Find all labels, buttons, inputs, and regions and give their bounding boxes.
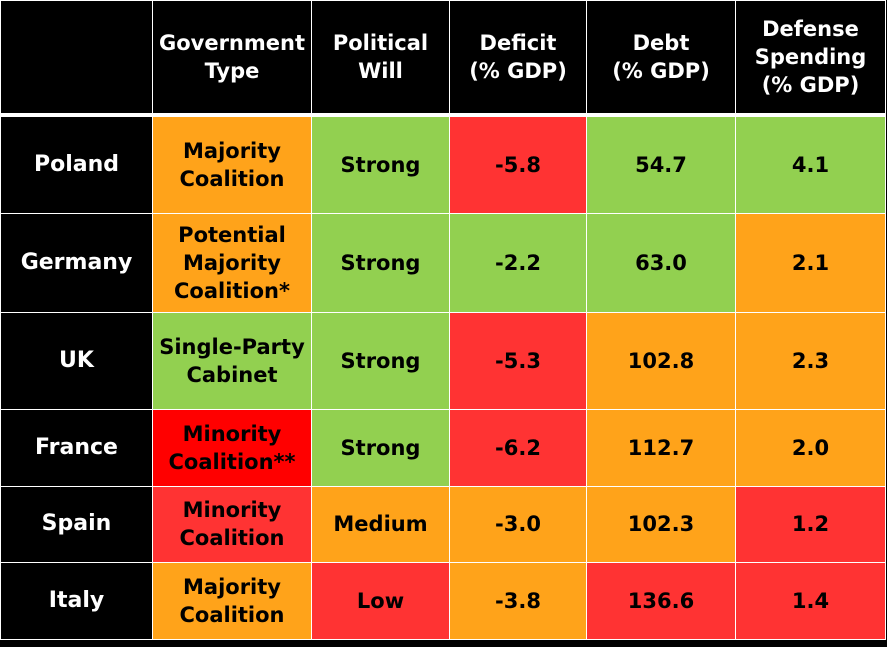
deficit-cell: -5.8 <box>449 113 587 214</box>
country-name-cell: Spain <box>0 485 153 563</box>
debt-cell: 102.8 <box>586 311 736 410</box>
defense-spending-cell: 1.2 <box>735 485 886 563</box>
defense-spending-cell: 1.4 <box>735 561 886 640</box>
deficit-cell: -5.3 <box>449 311 587 410</box>
header-government-type: Government Type <box>152 0 312 116</box>
country-name-cell: Poland <box>0 113 153 214</box>
table-body: Poland Majority Coalition Strong -5.8 54.7 4.… <box>0 113 886 640</box>
debt-cell: 54.7 <box>586 113 736 214</box>
table-row: Spain Minority Coalition Medium -3.0 102.3 1.… <box>0 485 886 563</box>
header-deficit: Deficit (% GDP) <box>449 0 587 116</box>
header-defense-spending: Defense Spending (% GDP) <box>735 0 886 116</box>
country-name-cell: UK <box>0 311 153 410</box>
table-row: Germany Potential Majority Coalition* Stro… <box>0 212 886 313</box>
header-row: Government Type Political Will Deficit (… <box>0 0 886 116</box>
table-row: France Minority Coalition** Strong -6.2 112.… <box>0 408 886 487</box>
deficit-cell: -3.8 <box>449 561 587 640</box>
defense-spending-cell: 2.0 <box>735 408 886 487</box>
political-will-cell: Strong <box>311 212 450 313</box>
debt-cell: 63.0 <box>586 212 736 313</box>
country-name-cell: Germany <box>0 212 153 313</box>
table-row: Poland Majority Coalition Strong -5.8 54.7 4.… <box>0 113 886 214</box>
header-corner-cell <box>0 0 153 116</box>
table-row: Italy Majority Coalition Low -3.8 136.6 1.4 <box>0 561 886 640</box>
header-debt: Debt (% GDP) <box>586 0 736 116</box>
deficit-cell: -6.2 <box>449 408 587 487</box>
table-row: UK Single-Party Cabinet Strong -5.3 102.8 2.3 <box>0 311 886 410</box>
political-will-cell: Low <box>311 561 450 640</box>
country-name-cell: France <box>0 408 153 487</box>
government-type-cell: Minority Coalition** <box>152 408 312 487</box>
debt-cell: 136.6 <box>586 561 736 640</box>
government-type-cell: Single-Party Cabinet <box>152 311 312 410</box>
debt-cell: 112.7 <box>586 408 736 487</box>
government-type-cell: Minority Coalition <box>152 485 312 563</box>
country-name-cell: Italy <box>0 561 153 640</box>
political-will-cell: Medium <box>311 485 450 563</box>
debt-cell: 102.3 <box>586 485 736 563</box>
defense-spending-cell: 2.3 <box>735 311 886 410</box>
political-will-cell: Strong <box>311 408 450 487</box>
political-will-cell: Strong <box>311 311 450 410</box>
deficit-cell: -2.2 <box>449 212 587 313</box>
defense-spending-cell: 4.1 <box>735 113 886 214</box>
deficit-cell: -3.0 <box>449 485 587 563</box>
government-type-cell: Majority Coalition <box>152 561 312 640</box>
political-will-cell: Strong <box>311 113 450 214</box>
government-type-cell: Potential Majority Coalition* <box>152 212 312 313</box>
defense-spending-cell: 2.1 <box>735 212 886 313</box>
government-type-cell: Majority Coalition <box>152 113 312 214</box>
header-political-will: Political Will <box>311 0 450 116</box>
